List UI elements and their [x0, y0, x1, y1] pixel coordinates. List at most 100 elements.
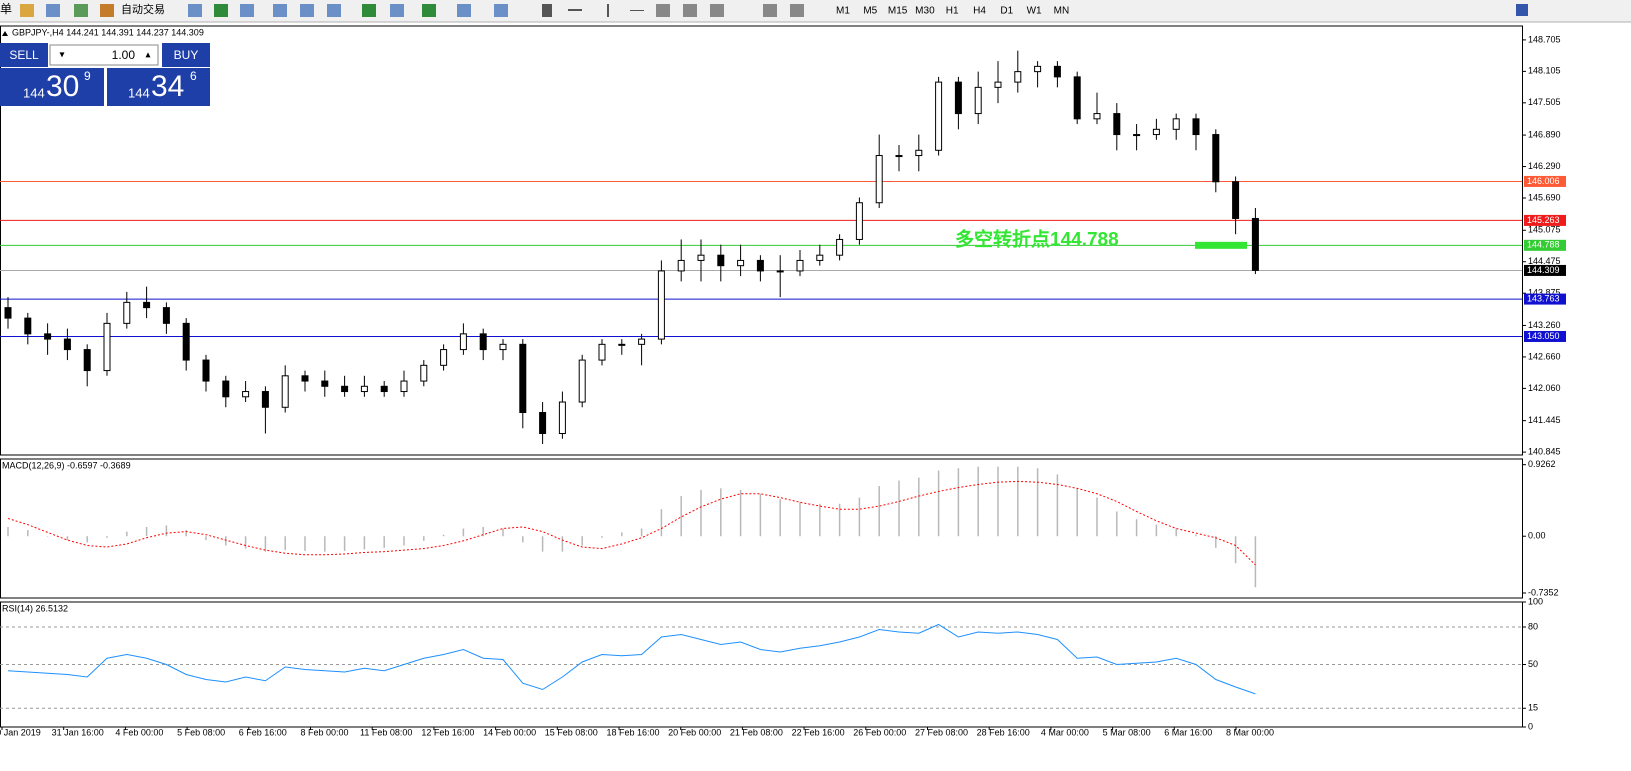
macd-bar — [1155, 524, 1158, 537]
macd-bar — [541, 536, 544, 552]
candle-body — [1053, 65, 1061, 78]
lots-down[interactable]: ▾ — [59, 50, 64, 61]
candle-body — [855, 202, 863, 240]
macd-bar — [304, 536, 306, 551]
lots-up[interactable]: ▴ — [145, 50, 150, 61]
y-tick-label: 15 — [1528, 703, 1538, 713]
turning-point-label: 多空转折点144.788 — [955, 227, 1119, 250]
x-tick-label: 21 Feb 08:00 — [730, 727, 783, 737]
level-label-bg — [1524, 264, 1566, 276]
timeframe-button[interactable]: D1 — [1000, 6, 1013, 17]
candle-body — [63, 338, 71, 351]
candle-body — [677, 259, 685, 272]
sell-price-main: 30 — [46, 70, 79, 103]
y-tick-label: 145.075 — [1528, 225, 1561, 235]
sell-label[interactable]: SELL — [9, 48, 39, 62]
y-tick-label: 80 — [1528, 621, 1538, 631]
menu-item[interactable]: 单 — [0, 2, 12, 16]
macd-bar — [66, 536, 69, 541]
candle-body — [954, 81, 962, 115]
candle-body — [341, 385, 349, 393]
candle-body — [558, 401, 566, 434]
x-tick-label: 30 Jan 2019 — [0, 727, 41, 737]
sell-button[interactable] — [0, 43, 48, 67]
timeframe-button[interactable]: H1 — [946, 6, 959, 17]
candle-body — [4, 307, 12, 319]
macd-bar — [640, 528, 643, 537]
candle-body — [737, 259, 745, 267]
macd-bar — [165, 525, 168, 537]
candle-body — [618, 343, 626, 346]
timeframe-button[interactable]: M1 — [836, 6, 850, 17]
macd-bar — [779, 499, 781, 537]
rsi-line — [7, 623, 1256, 695]
macd-bar — [858, 497, 861, 537]
macd-bar — [601, 536, 603, 538]
sell-price-box[interactable] — [0, 68, 104, 106]
x-tick-label: 8 Feb 00:00 — [300, 727, 348, 737]
trade-panel: SELL ▾ ▴ 1.00 BUY 144 30 9 144 34 6 — [0, 43, 210, 106]
candle-body — [638, 338, 646, 345]
y-tick-label: 0.00 — [1528, 531, 1546, 541]
buy-label[interactable]: BUY — [174, 48, 199, 62]
level-label-bg — [1524, 175, 1566, 187]
candle-body — [143, 301, 151, 309]
candle-body — [1014, 71, 1022, 83]
candle-body — [321, 380, 329, 387]
y-tick-label: 146.290 — [1528, 161, 1561, 171]
timeframe-button[interactable]: M5 — [863, 6, 877, 17]
macd-bar — [46, 536, 49, 537]
candle-body — [796, 259, 804, 272]
macd-bar — [1036, 468, 1039, 537]
level-label-bg — [1524, 293, 1566, 305]
level-label: 143.050 — [1527, 331, 1560, 341]
timeframe-button[interactable]: MN — [1054, 6, 1070, 17]
candle-body — [1113, 113, 1121, 136]
macd-bar — [918, 477, 920, 537]
candle-body — [519, 343, 527, 414]
candle-body — [182, 322, 190, 361]
x-tick-label: 5 Mar 08:00 — [1103, 727, 1151, 737]
macd-bar — [244, 536, 247, 549]
x-tick-label: 31 Jan 16:00 — [52, 727, 104, 737]
y-tick-label: 141.445 — [1528, 415, 1561, 425]
macd-bar — [1076, 488, 1078, 537]
macd-bar — [145, 526, 148, 537]
buy-price-box[interactable] — [107, 68, 210, 106]
level-label: 144.788 — [1527, 240, 1560, 250]
panel-frame — [0, 25, 1523, 456]
candle-body — [479, 333, 487, 351]
x-tick-label: 20 Feb 00:00 — [668, 727, 721, 737]
lots-value[interactable]: 1.00 — [112, 48, 136, 62]
x-tick-label: 18 Feb 16:00 — [606, 727, 659, 737]
level-label: 145.263 — [1527, 215, 1560, 225]
y-tick-label: 140.845 — [1528, 446, 1561, 456]
macd-bar — [363, 536, 366, 550]
macd-bar — [225, 536, 227, 546]
y-tick-label: 142.060 — [1528, 383, 1561, 393]
y-tick-label: 0 — [1528, 721, 1533, 731]
timeframe-button[interactable]: H4 — [973, 6, 986, 17]
level-label: 143.763 — [1527, 293, 1560, 303]
candle-body — [776, 270, 784, 273]
buy-button[interactable] — [162, 43, 210, 67]
timeframe-button[interactable]: M30 — [915, 6, 935, 17]
y-tick-label: 142.660 — [1528, 351, 1561, 361]
candle-body — [420, 364, 428, 382]
sell-price-small: 9 — [84, 69, 91, 83]
macd-bar — [819, 503, 821, 537]
lots-input[interactable] — [49, 44, 159, 66]
auto-trade-button[interactable]: 自动交易 — [121, 2, 165, 16]
candle-body — [1192, 118, 1200, 136]
macd-bar — [1234, 536, 1237, 564]
x-tick-label: 11 Feb 08:00 — [360, 727, 412, 737]
macd-bar — [838, 503, 841, 537]
toolbar — [0, 0, 1631, 22]
candle-body — [24, 317, 32, 335]
indicator-label: MACD(12,26,9) -0.6597 -0.3689 — [2, 460, 131, 470]
candle-body — [459, 333, 467, 351]
macd-bar — [324, 536, 326, 552]
timeframe-button[interactable]: W1 — [1027, 6, 1042, 17]
timeframe-button[interactable]: M15 — [888, 6, 908, 17]
macd-bar — [442, 534, 445, 537]
